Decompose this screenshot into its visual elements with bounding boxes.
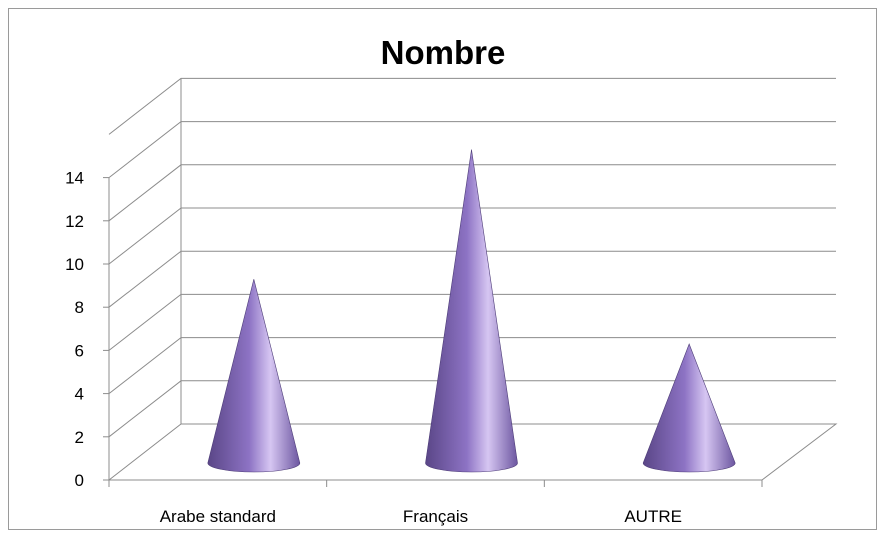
x-category-label: AUTRE	[624, 507, 682, 526]
y-tick-label: 6	[75, 341, 84, 360]
gridline	[108, 337, 836, 394]
y-tick-label: 10	[65, 255, 84, 274]
y-tick-labels: 0 2 4 6 8 10 12 14	[65, 169, 84, 490]
gridlines	[108, 77, 836, 481]
gridline	[108, 423, 836, 481]
gridline	[108, 293, 836, 351]
gridline	[108, 250, 836, 308]
gridline	[108, 380, 836, 438]
cone-body	[207, 279, 301, 473]
x-category-label: Français	[403, 507, 468, 526]
axes	[103, 177, 763, 487]
x-category-label: Arabe standard	[160, 507, 276, 526]
gridline	[108, 164, 836, 222]
y-tick-label: 4	[75, 385, 84, 404]
y-tick-label: 2	[75, 428, 84, 447]
y-tick-label: 14	[65, 169, 84, 188]
x-category-labels: Arabe standard Français AUTRE	[160, 507, 682, 526]
cone	[207, 279, 301, 473]
cone	[642, 343, 736, 473]
y-tick-label: 0	[75, 471, 84, 490]
cones	[207, 149, 736, 473]
y-tick-label: 12	[65, 212, 84, 231]
cone-body	[425, 149, 518, 473]
gridline	[108, 121, 836, 178]
gridline	[108, 207, 836, 265]
cone-body	[642, 343, 736, 473]
y-tick-label: 8	[75, 298, 84, 317]
cone	[425, 149, 518, 473]
chart-title: Nombre	[380, 34, 506, 71]
gridline	[108, 77, 836, 135]
